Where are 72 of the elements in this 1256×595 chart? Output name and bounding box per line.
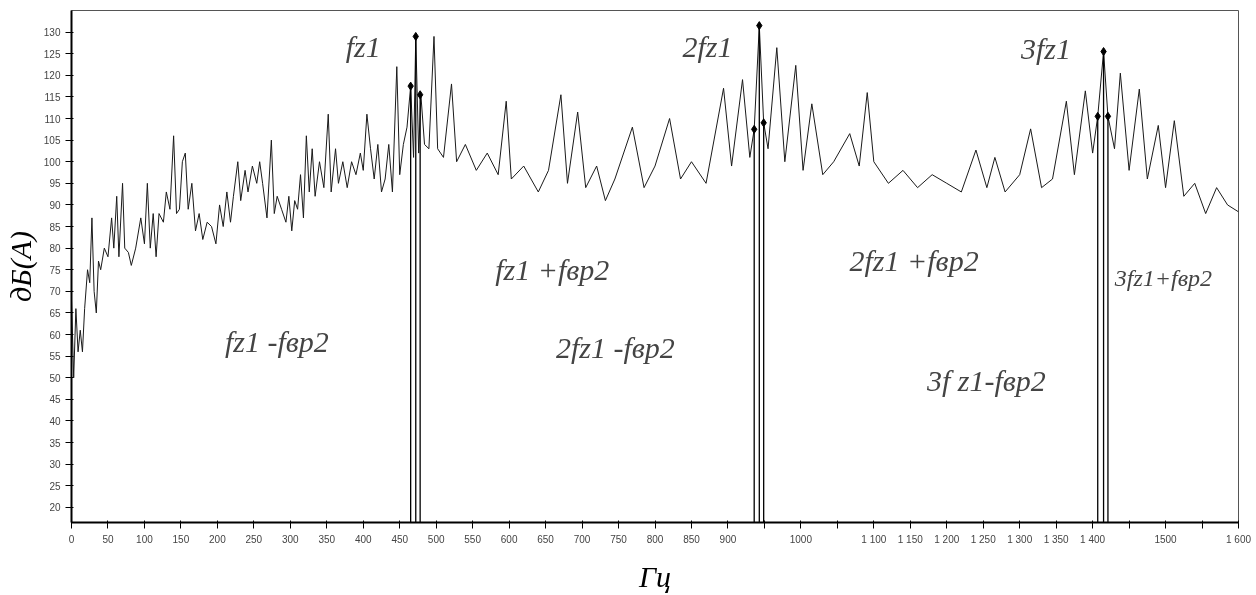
annotation: 3f z1-fвр2 [926,363,1046,397]
y-tick-label: 25 [49,480,61,492]
x-tick-label: 1000 [789,533,813,545]
y-tick-label: 20 [49,502,61,514]
point [1094,111,1101,121]
y-tick-label: 105 [43,135,61,147]
y-tick-label: 60 [49,329,61,341]
point [407,81,414,91]
x-tick-label: 1 100 [861,533,887,545]
x-tick-label: 1 200 [934,533,960,545]
point [1100,47,1107,57]
y-tick-label: 35 [49,437,61,449]
y-tick-label: 130 [43,27,61,39]
point [416,90,424,100]
y-tick-label: 100 [43,156,61,168]
y-tick-label: 95 [49,178,61,190]
x-tick-label: 50 [102,533,114,545]
x-axis-title: Гц [637,559,672,593]
annotation: fz1 [345,29,381,63]
y-tick-label: 70 [49,286,61,298]
y-tick-label: 80 [49,243,61,255]
y-tick-label: 120 [43,70,61,82]
x-tick-label: 1 150 [897,533,924,545]
y-tick-label: 115 [44,91,61,103]
annotation: 2fz1 [682,29,733,63]
x-tick-label: 0 [68,533,75,545]
y-tick-label: 110 [44,113,61,125]
y-tick-label: 40 [49,415,61,427]
y-tick-label: 65 [49,307,61,319]
point [1104,111,1112,121]
y-tick-label: 30 [49,459,61,471]
point [412,31,419,41]
x-tick-label: 300 [281,533,300,545]
x-tick-label: 1 300 [1007,533,1033,545]
annotation: 3fz1 [1019,32,1071,66]
y-tick-label: 50 [49,372,61,384]
y-tick-label: 75 [49,264,61,276]
x-tick-label: 1 600 [1225,533,1252,545]
x-tick-label: 100 [136,533,154,545]
y-tick-label: 125 [43,48,61,60]
x-tick-label: 450 [391,533,409,545]
x-tick-label: 350 [318,533,336,545]
x-tick-label: 150 [172,533,190,545]
x-tick-label: 200 [209,533,227,545]
x-tick-label: 700 [573,533,591,545]
x-tick-label: 250 [245,533,263,545]
x-tick-label: 1 350 [1043,533,1070,545]
x-tick-label: 800 [646,533,664,545]
point [760,118,767,128]
y-axis-title: дБ(А) [3,230,38,303]
x-tick-label: 650 [537,533,555,545]
annotation: 3fz1+fвр2 [1113,265,1213,292]
annotation: 2fz1 -fвр2 [555,330,675,364]
x-tick-label: 1 400 [1080,533,1106,545]
point [751,124,758,134]
point [756,21,763,31]
x-tick-label: 550 [464,533,482,545]
x-tick-label: 850 [683,533,701,545]
x-tick-label: 1500 [1154,533,1178,545]
y-tick-label: 90 [49,199,61,211]
x-tick-label: 900 [719,533,737,545]
y-tick-label: 85 [49,221,61,233]
annotation: 2fz1 +fвр2 [849,244,979,278]
x-tick-label: 750 [610,533,628,545]
x-tick-label: 600 [500,533,518,545]
x-tick-label: 500 [427,533,445,545]
x-tick-label: 400 [354,533,373,545]
y-tick-label: 55 [49,351,61,363]
x-tick-label: 1 250 [970,533,997,545]
annotation: fz1 -fвр2 [224,324,329,358]
y-tick-label: 45 [49,394,61,406]
annotation: fz1 +fвр2 [495,253,610,287]
